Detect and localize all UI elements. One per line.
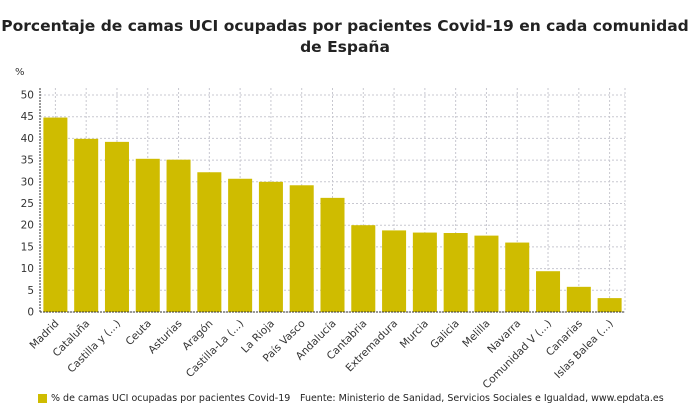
y-tick-label: 0: [27, 307, 34, 319]
bar-6: [228, 178, 253, 312]
bar-11: [382, 230, 407, 312]
y-tick-label: 35: [21, 155, 34, 167]
y-tick-label: 40: [21, 133, 34, 145]
y-tick-label: 15: [21, 241, 34, 253]
legend: % de camas UCI ocupadas por pacientes Co…: [38, 393, 290, 404]
bar-16: [536, 271, 561, 312]
bar-2: [104, 141, 129, 312]
bar-18: [597, 298, 622, 312]
bar-9: [320, 197, 345, 312]
bar-8: [289, 185, 314, 312]
bar-1: [74, 138, 99, 312]
x-tick-label: Galicia: [428, 318, 462, 352]
bar-13: [443, 233, 468, 312]
bar-5: [197, 172, 222, 312]
y-tick-label: 25: [21, 198, 34, 210]
bar-10: [351, 225, 376, 312]
y-tick-label: 10: [21, 263, 34, 275]
bar-12: [412, 232, 437, 312]
x-tick-label: Islas Balea (...): [552, 318, 615, 381]
chart-title: Porcentaje de camas UCI ocupadas por pac…: [1, 17, 689, 56]
legend-label: % de camas UCI ocupadas por pacientes Co…: [51, 393, 291, 404]
bar-14: [474, 235, 499, 312]
y-tick-label: 20: [21, 220, 34, 232]
x-tick-label: Castilla-La (...): [184, 318, 246, 380]
bar-7: [258, 181, 283, 312]
y-tick-label: 5: [27, 285, 34, 297]
source-note: Fuente: Ministerio de Sanidad, Servicios…: [300, 393, 664, 404]
y-axis-unit: %: [15, 67, 25, 78]
y-tick-label: 45: [21, 111, 34, 123]
legend-swatch: [38, 394, 47, 403]
bar-4: [166, 159, 191, 312]
bar-3: [135, 158, 160, 312]
y-tick-label: 50: [21, 90, 34, 102]
bar-15: [505, 242, 530, 312]
x-tick-label: Asturias: [146, 318, 185, 357]
y-tick-label: 30: [21, 176, 34, 188]
bar-17: [566, 286, 591, 312]
bar-0: [43, 117, 68, 313]
x-tick-label: Murcia: [398, 318, 431, 351]
